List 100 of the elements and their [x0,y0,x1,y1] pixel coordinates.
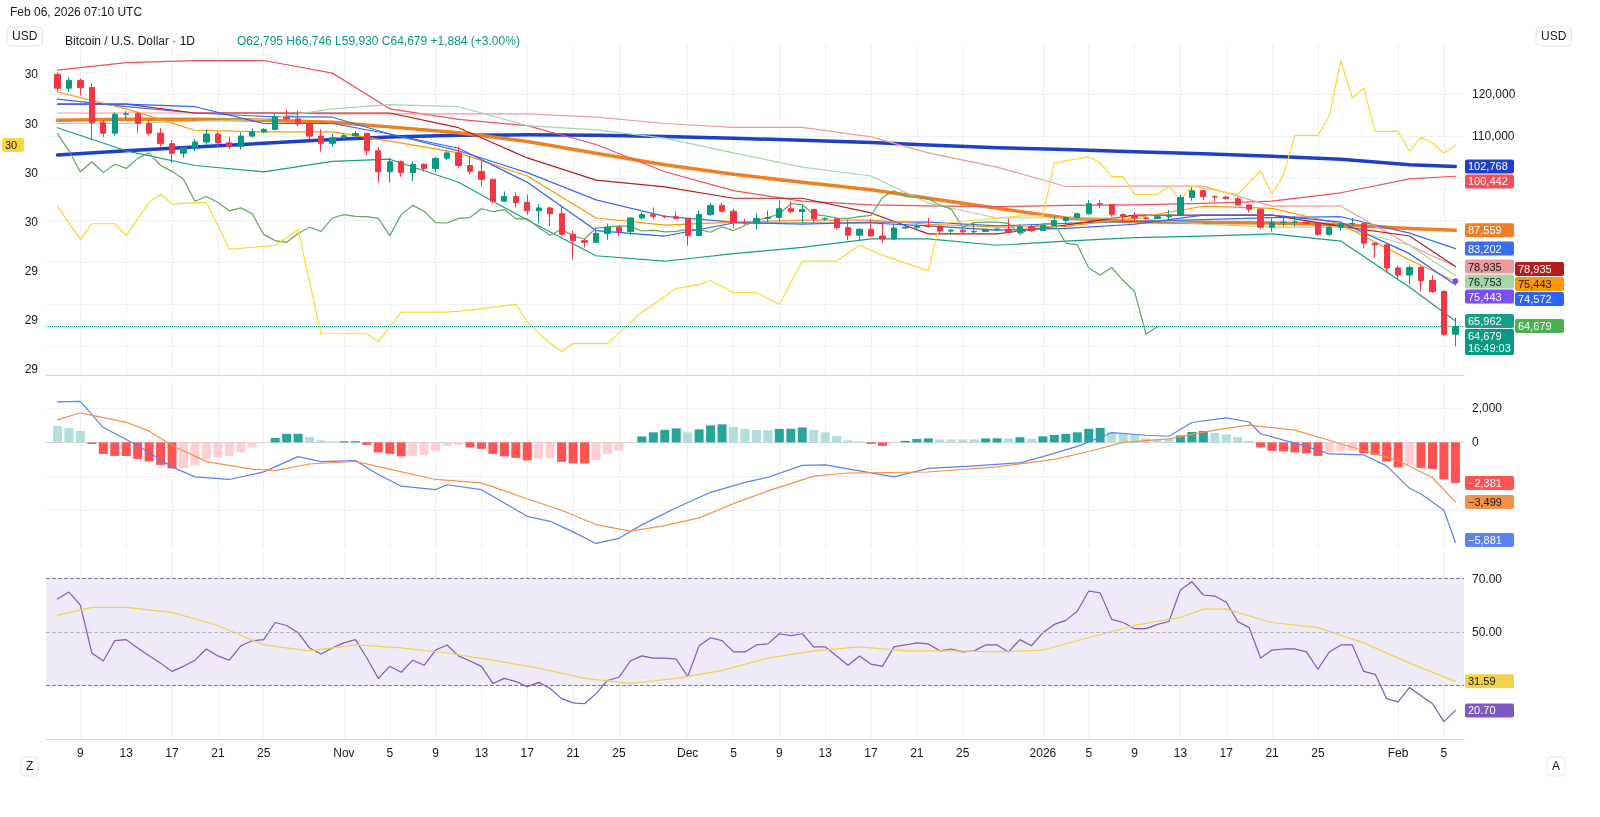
bar [1084,428,1094,443]
bar [396,442,406,457]
candlestick [811,208,817,223]
bar [454,442,464,445]
bar [442,442,452,446]
x-tick-label: 17 [1219,746,1234,760]
candlestick [1257,207,1264,230]
candlestick [180,146,187,159]
bar [75,430,85,443]
bar [1405,442,1415,465]
candlestick [364,132,370,156]
bar [224,442,234,456]
bar [133,442,143,459]
text: USD [1541,29,1567,43]
candlestick [306,120,313,140]
candlestick [1406,264,1413,285]
x-tick-label: 9 [776,746,784,760]
candlestick [627,217,634,236]
y-tick-label: 70.00 [1472,571,1503,586]
candlestick [387,157,393,184]
bar [144,442,154,462]
candlestick [1212,194,1218,203]
text: 74,572 [1518,293,1552,305]
candlestick [1028,223,1035,233]
candlestick [352,130,359,140]
bar [580,442,590,464]
candlestick [1189,186,1195,202]
bar [511,442,521,458]
data-label: 83,202 [1468,242,1502,255]
bar [1324,442,1334,453]
bar [1256,442,1266,448]
bar [201,442,211,459]
x-tick-label: 13 [1173,746,1188,760]
candlestick [467,155,473,176]
bar [1439,442,1449,480]
candlestick [971,222,977,235]
y2-tick-label: 29 [24,362,39,377]
bar [809,429,819,443]
candlestick [444,149,450,161]
bar [247,442,257,448]
bar [763,430,773,443]
x-tick-label: 21 [211,746,225,760]
candlestick [77,78,84,96]
candlestick [1361,222,1367,249]
candlestick [994,227,1000,232]
candlestick [1280,214,1287,227]
bar [190,442,200,466]
x-tick-label: Dec [677,746,699,760]
bar [1313,442,1323,456]
candlestick [283,109,290,121]
candlestick [1315,222,1321,237]
bar [52,425,62,443]
candlestick [822,217,828,222]
candlestick [685,217,691,247]
candlestick [719,202,725,214]
candlestick [925,217,931,229]
bar [522,442,532,461]
line-series [56,132,1159,335]
candlestick [1200,189,1206,201]
x-tick-label: 9 [432,746,440,760]
bar [499,442,509,457]
line-series [55,133,1458,169]
bar [408,442,418,456]
x-tick-label: 21 [1265,746,1280,760]
candlestick [696,209,702,237]
line-series [56,400,1457,545]
x-tick-label: 25 [1311,746,1325,760]
line-series [56,581,1457,723]
candlestick [650,206,656,220]
data-label: 100,442 [1468,175,1508,188]
bar [1427,442,1437,469]
candlestick [66,76,72,93]
candlestick [203,128,210,146]
bar [1221,434,1231,443]
bar [992,438,1002,443]
bar [877,442,887,446]
y-tick-label: 2,000 [1472,401,1503,416]
candlestick [112,112,118,137]
candlestick [1097,199,1103,209]
candlestick [1166,209,1172,221]
candlestick [1005,218,1012,235]
candlestick [914,223,920,231]
candlestick [856,227,863,241]
text: 30 [5,139,18,151]
bar [431,442,441,451]
candlestick [215,130,221,148]
bar [969,439,979,443]
candlestick [169,139,175,164]
bar [1004,438,1014,443]
candlestick [1395,264,1401,281]
bar [64,427,74,443]
candlestick [707,202,714,217]
data-label: 78,935 [1468,260,1502,273]
candlestick [834,217,840,231]
candlestick [559,206,565,237]
annotation: 64,679 16:49:03 [1468,330,1511,354]
x-tick-label: 5 [730,746,738,760]
y2-tick-label: 30 [24,116,39,131]
y2-tick-label: 30 [24,165,39,180]
bar [1061,433,1071,443]
